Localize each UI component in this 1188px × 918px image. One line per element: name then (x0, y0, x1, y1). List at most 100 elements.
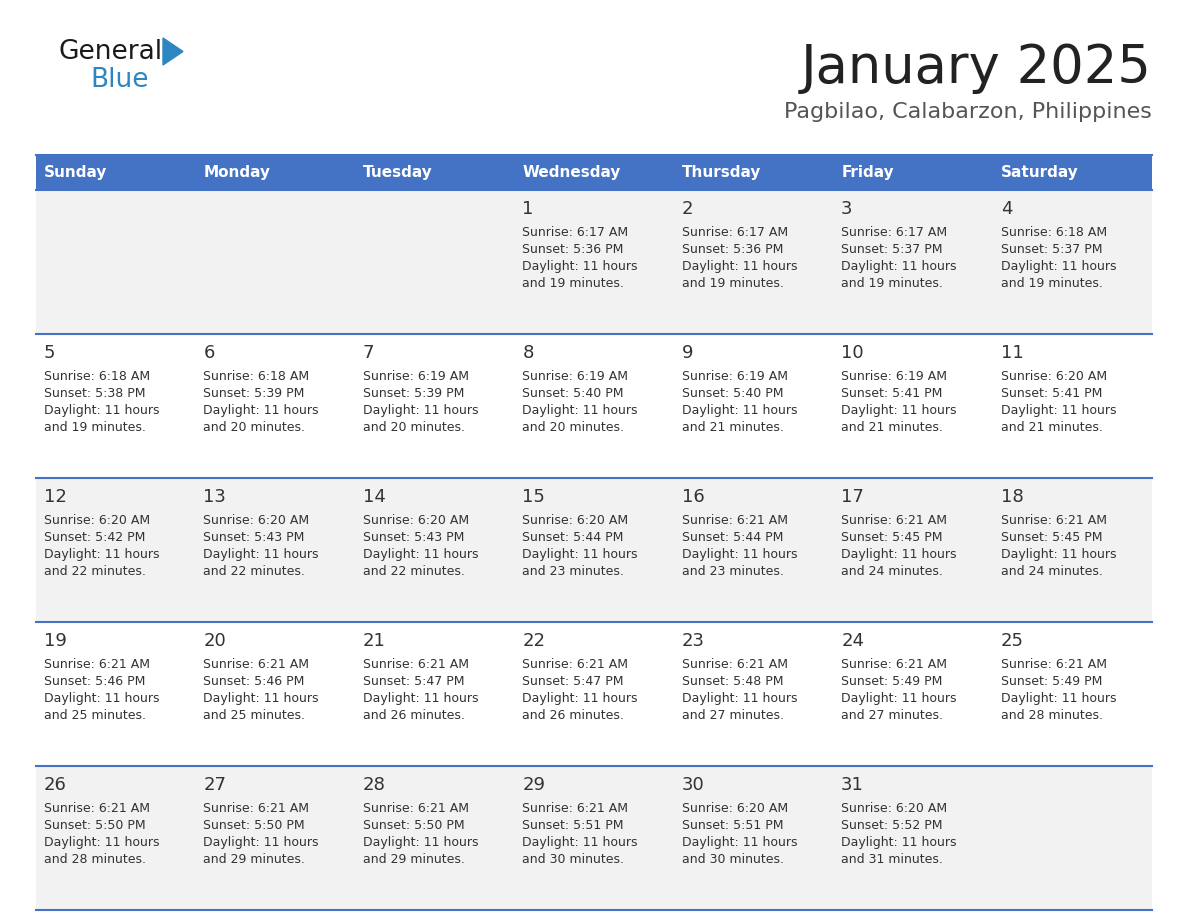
Text: and 27 minutes.: and 27 minutes. (682, 709, 784, 722)
Text: and 20 minutes.: and 20 minutes. (362, 421, 465, 434)
Text: Sunrise: 6:21 AM: Sunrise: 6:21 AM (1000, 658, 1106, 671)
Text: Daylight: 11 hours: Daylight: 11 hours (362, 836, 479, 849)
Text: and 28 minutes.: and 28 minutes. (44, 853, 146, 866)
Text: Sunset: 5:39 PM: Sunset: 5:39 PM (203, 387, 305, 400)
Text: Daylight: 11 hours: Daylight: 11 hours (523, 404, 638, 417)
Text: Daylight: 11 hours: Daylight: 11 hours (362, 692, 479, 705)
Text: Sunrise: 6:21 AM: Sunrise: 6:21 AM (203, 658, 309, 671)
Text: and 29 minutes.: and 29 minutes. (362, 853, 465, 866)
Text: Daylight: 11 hours: Daylight: 11 hours (841, 404, 956, 417)
Text: and 26 minutes.: and 26 minutes. (523, 709, 624, 722)
Text: and 23 minutes.: and 23 minutes. (523, 565, 624, 578)
Text: Sunset: 5:49 PM: Sunset: 5:49 PM (841, 675, 942, 688)
Text: 24: 24 (841, 632, 864, 650)
Text: and 23 minutes.: and 23 minutes. (682, 565, 784, 578)
Text: 16: 16 (682, 488, 704, 506)
Text: Daylight: 11 hours: Daylight: 11 hours (523, 548, 638, 561)
Text: Sunrise: 6:21 AM: Sunrise: 6:21 AM (362, 658, 469, 671)
Text: and 19 minutes.: and 19 minutes. (682, 277, 784, 290)
Text: and 20 minutes.: and 20 minutes. (523, 421, 624, 434)
Text: Daylight: 11 hours: Daylight: 11 hours (203, 836, 318, 849)
Text: Sunrise: 6:18 AM: Sunrise: 6:18 AM (1000, 226, 1107, 239)
Text: Sunset: 5:37 PM: Sunset: 5:37 PM (841, 243, 942, 256)
Text: Sunset: 5:41 PM: Sunset: 5:41 PM (841, 387, 942, 400)
Text: Sunrise: 6:21 AM: Sunrise: 6:21 AM (203, 802, 309, 815)
Text: 25: 25 (1000, 632, 1024, 650)
Text: Daylight: 11 hours: Daylight: 11 hours (1000, 692, 1116, 705)
Text: 1: 1 (523, 200, 533, 218)
Text: and 21 minutes.: and 21 minutes. (1000, 421, 1102, 434)
Text: and 24 minutes.: and 24 minutes. (1000, 565, 1102, 578)
Text: Sunrise: 6:21 AM: Sunrise: 6:21 AM (682, 658, 788, 671)
Text: Daylight: 11 hours: Daylight: 11 hours (44, 404, 159, 417)
Bar (833, 155, 992, 190)
Text: Sunrise: 6:21 AM: Sunrise: 6:21 AM (523, 802, 628, 815)
Text: Daylight: 11 hours: Daylight: 11 hours (523, 836, 638, 849)
Text: Sunset: 5:44 PM: Sunset: 5:44 PM (523, 531, 624, 544)
Text: 11: 11 (1000, 344, 1023, 362)
Text: Sunset: 5:50 PM: Sunset: 5:50 PM (203, 819, 305, 832)
Text: and 19 minutes.: and 19 minutes. (44, 421, 146, 434)
Text: Sunset: 5:50 PM: Sunset: 5:50 PM (44, 819, 146, 832)
Text: 29: 29 (523, 776, 545, 794)
Text: Sunrise: 6:18 AM: Sunrise: 6:18 AM (44, 370, 150, 383)
Text: Wednesday: Wednesday (523, 165, 620, 180)
Text: 5: 5 (44, 344, 56, 362)
Text: and 22 minutes.: and 22 minutes. (203, 565, 305, 578)
Bar (992, 155, 1152, 190)
Text: Sunset: 5:47 PM: Sunset: 5:47 PM (523, 675, 624, 688)
Text: Daylight: 11 hours: Daylight: 11 hours (44, 692, 159, 705)
Text: Daylight: 11 hours: Daylight: 11 hours (523, 692, 638, 705)
Text: and 26 minutes.: and 26 minutes. (362, 709, 465, 722)
Text: Sunrise: 6:20 AM: Sunrise: 6:20 AM (682, 802, 788, 815)
Text: Monday: Monday (203, 165, 271, 180)
Text: Daylight: 11 hours: Daylight: 11 hours (44, 836, 159, 849)
Text: Daylight: 11 hours: Daylight: 11 hours (203, 404, 318, 417)
Text: 19: 19 (44, 632, 67, 650)
Text: 22: 22 (523, 632, 545, 650)
Bar (36, 622, 1152, 766)
Text: Sunset: 5:51 PM: Sunset: 5:51 PM (682, 819, 783, 832)
Text: 26: 26 (44, 776, 67, 794)
Polygon shape (163, 38, 183, 65)
Text: 3: 3 (841, 200, 853, 218)
Text: 2: 2 (682, 200, 694, 218)
Text: Sunset: 5:42 PM: Sunset: 5:42 PM (44, 531, 145, 544)
Text: Sunset: 5:43 PM: Sunset: 5:43 PM (203, 531, 305, 544)
Text: 20: 20 (203, 632, 226, 650)
Text: Sunrise: 6:21 AM: Sunrise: 6:21 AM (44, 658, 150, 671)
Text: 8: 8 (523, 344, 533, 362)
Text: 13: 13 (203, 488, 226, 506)
Text: Sunset: 5:36 PM: Sunset: 5:36 PM (523, 243, 624, 256)
Text: Sunset: 5:40 PM: Sunset: 5:40 PM (682, 387, 783, 400)
Bar (514, 155, 674, 190)
Text: Sunset: 5:39 PM: Sunset: 5:39 PM (362, 387, 465, 400)
Text: and 28 minutes.: and 28 minutes. (1000, 709, 1102, 722)
Text: 21: 21 (362, 632, 386, 650)
Text: Sunrise: 6:21 AM: Sunrise: 6:21 AM (44, 802, 150, 815)
Text: Daylight: 11 hours: Daylight: 11 hours (523, 260, 638, 273)
Text: and 27 minutes.: and 27 minutes. (841, 709, 943, 722)
Text: 30: 30 (682, 776, 704, 794)
Text: Daylight: 11 hours: Daylight: 11 hours (1000, 404, 1116, 417)
Bar (36, 478, 1152, 622)
Text: Sunrise: 6:20 AM: Sunrise: 6:20 AM (362, 514, 469, 527)
Text: Daylight: 11 hours: Daylight: 11 hours (203, 692, 318, 705)
Text: Sunrise: 6:19 AM: Sunrise: 6:19 AM (841, 370, 947, 383)
Text: Sunrise: 6:21 AM: Sunrise: 6:21 AM (362, 802, 469, 815)
Text: Sunset: 5:36 PM: Sunset: 5:36 PM (682, 243, 783, 256)
Text: and 22 minutes.: and 22 minutes. (362, 565, 465, 578)
Text: and 25 minutes.: and 25 minutes. (44, 709, 146, 722)
Text: 10: 10 (841, 344, 864, 362)
Text: Daylight: 11 hours: Daylight: 11 hours (682, 404, 797, 417)
Text: Sunset: 5:46 PM: Sunset: 5:46 PM (203, 675, 305, 688)
Text: Sunset: 5:45 PM: Sunset: 5:45 PM (1000, 531, 1102, 544)
Text: Sunrise: 6:21 AM: Sunrise: 6:21 AM (841, 514, 947, 527)
Text: 4: 4 (1000, 200, 1012, 218)
Text: and 21 minutes.: and 21 minutes. (682, 421, 784, 434)
Text: 12: 12 (44, 488, 67, 506)
Text: Friday: Friday (841, 165, 893, 180)
Text: 27: 27 (203, 776, 227, 794)
Text: Daylight: 11 hours: Daylight: 11 hours (362, 404, 479, 417)
Text: Sunrise: 6:20 AM: Sunrise: 6:20 AM (1000, 370, 1107, 383)
